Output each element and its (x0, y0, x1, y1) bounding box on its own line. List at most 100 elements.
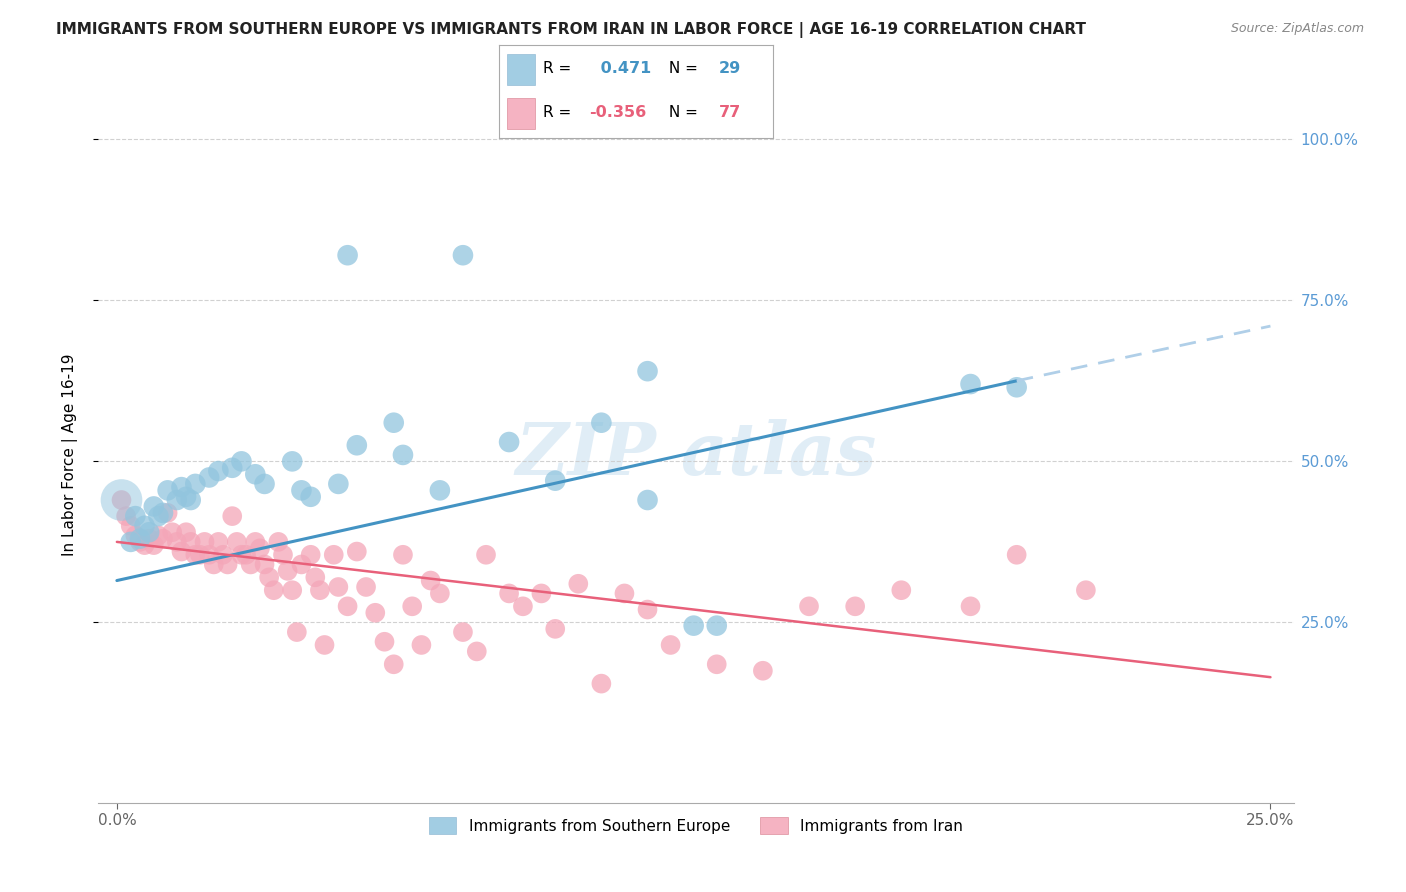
Point (231, 548, 253, 562)
Point (281, 583, 304, 598)
Point (202, 558, 225, 572)
Point (263, 583, 285, 598)
Point (231, 454, 253, 468)
Point (706, 657, 728, 672)
Point (336, 248, 359, 262)
Point (364, 606, 387, 620)
Point (498, 435, 520, 450)
Text: R =: R = (543, 105, 576, 120)
Text: N =: N = (664, 62, 703, 77)
Point (346, 438, 368, 452)
Point (134, 538, 156, 552)
Point (613, 586, 636, 600)
Point (346, 544, 368, 558)
Point (174, 525, 197, 540)
Point (170, 480, 193, 494)
Point (207, 534, 229, 549)
Point (281, 454, 304, 468)
Point (180, 493, 202, 508)
Text: 0.471: 0.471 (595, 62, 651, 77)
Point (142, 538, 165, 552)
Point (110, 493, 132, 508)
Point (239, 558, 262, 572)
Point (120, 518, 142, 533)
Point (221, 509, 243, 524)
Point (245, 467, 267, 482)
Point (637, 493, 659, 508)
Point (124, 509, 146, 524)
Text: 29: 29 (718, 62, 741, 77)
Text: R =: R = (543, 62, 576, 77)
Point (221, 460, 243, 475)
Point (152, 506, 174, 520)
Point (328, 580, 350, 594)
Point (373, 634, 395, 648)
Point (682, 618, 704, 632)
Point (797, 599, 820, 614)
Text: Source: ZipAtlas.com: Source: ZipAtlas.com (1230, 22, 1364, 36)
Bar (508, 54, 534, 85)
Point (419, 574, 441, 588)
Point (245, 534, 267, 549)
Point (591, 676, 613, 690)
Point (184, 476, 207, 491)
Point (115, 509, 138, 524)
Point (411, 638, 433, 652)
Point (336, 599, 359, 614)
Point (138, 532, 160, 546)
Point (890, 583, 912, 598)
Point (170, 544, 193, 558)
Point (156, 506, 179, 520)
Y-axis label: In Labor Force | Age 16-19: In Labor Force | Age 16-19 (62, 353, 77, 557)
Point (162, 525, 184, 540)
Point (544, 474, 567, 488)
Point (465, 644, 488, 658)
Point (290, 558, 312, 572)
Point (637, 364, 659, 378)
Point (184, 548, 207, 562)
Point (166, 534, 188, 549)
Point (271, 548, 294, 562)
Point (156, 483, 179, 498)
Point (217, 558, 239, 572)
Point (382, 416, 405, 430)
Point (591, 416, 613, 430)
Point (207, 464, 229, 478)
Point (1074, 583, 1097, 598)
Point (180, 534, 202, 549)
Legend: Immigrants from Southern Europe, Immigrants from Iran: Immigrants from Southern Europe, Immigra… (423, 811, 969, 840)
Point (475, 548, 498, 562)
Point (392, 448, 415, 462)
Point (451, 248, 474, 262)
Point (544, 622, 567, 636)
Point (193, 534, 215, 549)
Text: N =: N = (664, 105, 703, 120)
Point (129, 534, 152, 549)
Point (138, 525, 160, 540)
Point (225, 534, 247, 549)
Point (134, 518, 156, 533)
Point (142, 500, 165, 514)
Point (1005, 548, 1028, 562)
Point (959, 377, 981, 392)
Point (148, 528, 170, 542)
Point (401, 599, 423, 614)
Point (249, 541, 271, 556)
Point (309, 583, 332, 598)
Point (124, 528, 146, 542)
Point (752, 664, 775, 678)
Point (304, 570, 326, 584)
Point (152, 532, 174, 546)
Point (110, 493, 132, 508)
Point (328, 476, 350, 491)
Point (253, 476, 276, 491)
Point (392, 548, 415, 562)
Point (429, 586, 451, 600)
Point (198, 548, 221, 562)
Point (706, 618, 728, 632)
Point (382, 657, 405, 672)
Point (659, 638, 682, 652)
Point (637, 602, 659, 616)
Point (129, 532, 152, 546)
Text: IMMIGRANTS FROM SOUTHERN EUROPE VS IMMIGRANTS FROM IRAN IN LABOR FORCE | AGE 16-: IMMIGRANTS FROM SOUTHERN EUROPE VS IMMIG… (56, 22, 1087, 38)
